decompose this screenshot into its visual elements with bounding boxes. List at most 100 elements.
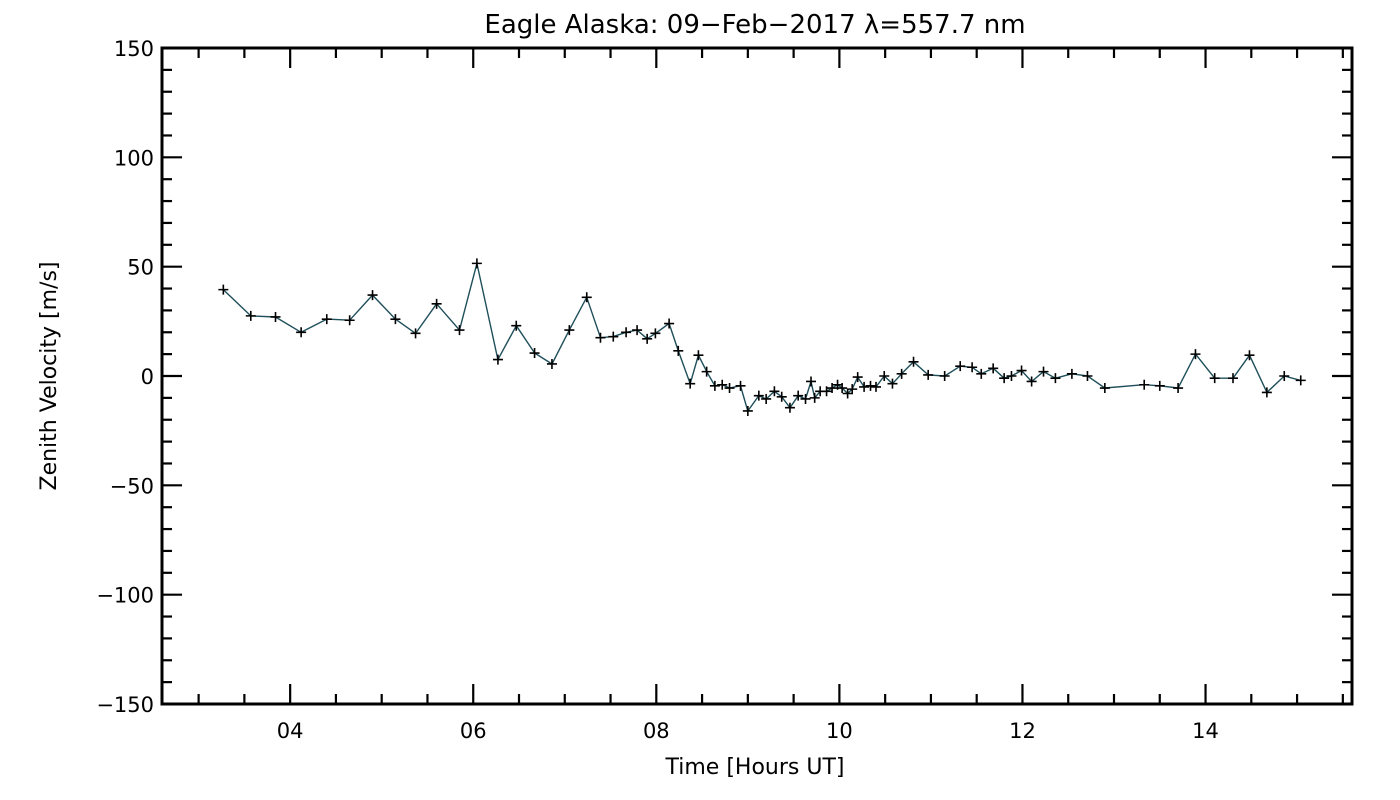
data-point-marker bbox=[608, 331, 619, 342]
data-point-marker bbox=[673, 345, 684, 356]
data-point-marker bbox=[564, 325, 575, 336]
data-point-marker bbox=[471, 258, 482, 269]
data-point-marker bbox=[642, 333, 653, 344]
data-point-marker bbox=[595, 332, 606, 343]
data-point-marker bbox=[800, 393, 811, 404]
data-point-marker bbox=[1050, 373, 1061, 384]
data-point-marker bbox=[908, 356, 919, 367]
data-point-marker bbox=[1006, 371, 1017, 381]
x-tick-label: 04 bbox=[277, 719, 304, 743]
data-point-marker bbox=[988, 363, 999, 374]
data-point-marker bbox=[1139, 379, 1150, 390]
data-point-marker bbox=[218, 284, 229, 295]
data-point-marker bbox=[827, 383, 838, 394]
data-point-marker bbox=[546, 358, 557, 369]
y-tick-label: −100 bbox=[96, 584, 154, 608]
data-point-marker bbox=[664, 318, 675, 329]
data-point-marker bbox=[717, 379, 728, 390]
data-point-marker bbox=[967, 362, 978, 373]
data-point-marker bbox=[842, 388, 853, 399]
data-point-marker bbox=[321, 314, 332, 325]
data-point-marker bbox=[390, 314, 401, 325]
data-point-marker bbox=[1099, 383, 1110, 394]
data-point-marker bbox=[999, 373, 1010, 384]
data-point-marker bbox=[1173, 383, 1184, 394]
data-point-marker bbox=[367, 290, 378, 301]
data-point-marker bbox=[511, 320, 522, 331]
data-point-marker bbox=[776, 391, 787, 402]
x-tick-label: 10 bbox=[826, 719, 853, 743]
data-point-marker bbox=[784, 402, 795, 413]
data-point-marker bbox=[724, 383, 735, 394]
data-point-marker bbox=[1026, 376, 1037, 387]
data-point-marker bbox=[896, 368, 907, 379]
data-series bbox=[218, 258, 1306, 416]
data-point-marker bbox=[632, 325, 643, 336]
data-point-marker bbox=[809, 392, 820, 403]
data-point-marker bbox=[431, 298, 442, 309]
chart-title: Eagle Alaska: 09−Feb−2017 λ=557.7 nm bbox=[484, 10, 1025, 40]
data-point-marker bbox=[859, 381, 870, 392]
y-axis-label: Zenith Velocity [m/s] bbox=[37, 262, 62, 491]
data-point-marker bbox=[245, 310, 256, 321]
x-tick-label: 14 bbox=[1192, 719, 1219, 743]
data-point-marker bbox=[837, 383, 848, 394]
data-point-marker bbox=[793, 390, 804, 401]
data-point-marker bbox=[976, 368, 987, 379]
data-point-marker bbox=[1154, 380, 1165, 391]
y-tick-label: 150 bbox=[114, 37, 154, 61]
x-tick-label: 06 bbox=[460, 719, 487, 743]
y-tick-label: 0 bbox=[141, 365, 154, 389]
data-point-marker bbox=[410, 328, 421, 339]
data-point-marker bbox=[879, 371, 890, 381]
data-point-marker bbox=[806, 376, 817, 387]
y-tick-label: −150 bbox=[96, 693, 154, 717]
data-point-marker bbox=[887, 378, 898, 389]
plot-frame bbox=[160, 46, 1354, 706]
data-point-marker bbox=[761, 393, 772, 404]
data-point-marker bbox=[1066, 368, 1077, 379]
data-point-marker bbox=[1038, 366, 1049, 377]
data-point-marker bbox=[742, 405, 753, 416]
data-point-marker bbox=[871, 381, 881, 392]
data-point-marker bbox=[865, 380, 876, 391]
x-tick-label: 12 bbox=[1009, 719, 1036, 743]
data-point-marker bbox=[693, 350, 704, 361]
data-point-marker bbox=[847, 384, 858, 395]
data-point-marker bbox=[492, 354, 503, 365]
y-tick-label: 50 bbox=[127, 256, 154, 280]
data-point-marker bbox=[344, 315, 355, 326]
data-point-marker bbox=[769, 386, 780, 397]
data-point-marker bbox=[1016, 365, 1027, 376]
data-point-marker bbox=[685, 378, 696, 389]
data-point-marker bbox=[709, 380, 720, 391]
data-point-marker bbox=[581, 292, 592, 303]
plot-frame-border bbox=[160, 46, 1354, 706]
data-point-marker bbox=[529, 348, 540, 359]
data-point-marker bbox=[1082, 371, 1093, 381]
x-axis-label: Time [Hours UT] bbox=[665, 755, 845, 780]
data-point-marker bbox=[1209, 373, 1220, 384]
y-tick-label: 100 bbox=[114, 146, 154, 170]
data-point-marker bbox=[753, 390, 764, 401]
data-point-marker bbox=[454, 325, 465, 336]
data-point-marker bbox=[650, 328, 661, 339]
data-point-marker bbox=[1228, 373, 1238, 384]
data-point-marker bbox=[735, 380, 746, 391]
data-point-marker bbox=[1261, 387, 1272, 398]
data-point-marker bbox=[1190, 349, 1201, 360]
data-point-marker bbox=[939, 371, 950, 381]
data-point-marker bbox=[923, 369, 934, 380]
data-point-marker bbox=[1244, 350, 1255, 361]
data-point-marker bbox=[701, 366, 712, 377]
data-point-marker bbox=[621, 327, 632, 338]
y-tick-label: −50 bbox=[110, 474, 154, 498]
data-point-marker bbox=[296, 327, 307, 338]
data-point-marker bbox=[1279, 371, 1290, 381]
x-axis-ticks: 04 06 08 10 12 14 bbox=[197, 48, 1344, 743]
series-line bbox=[222, 262, 1301, 412]
data-point-marker bbox=[821, 386, 832, 397]
data-point-marker bbox=[955, 361, 966, 372]
data-point-marker bbox=[270, 311, 281, 322]
